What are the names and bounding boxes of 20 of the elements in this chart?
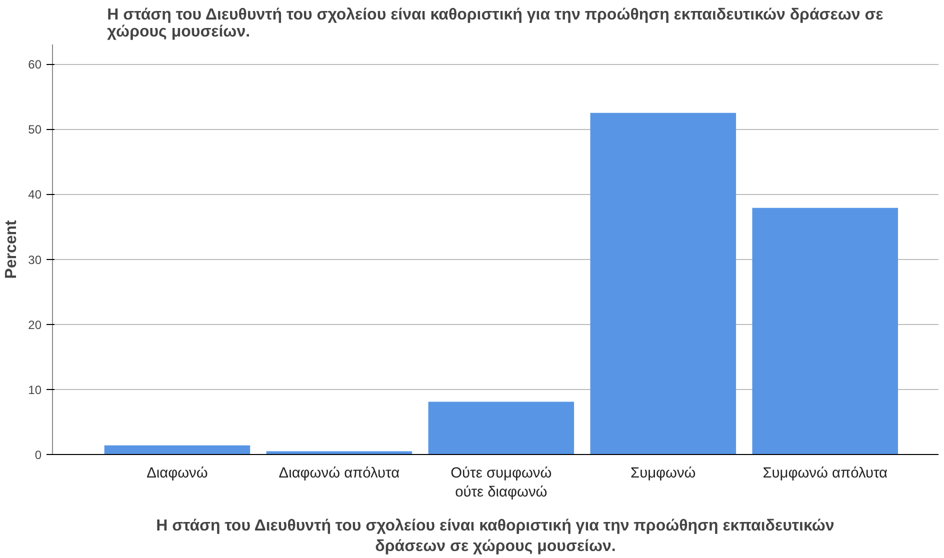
x-tick-label: Συμφωνώ xyxy=(630,466,696,482)
x-tick-label: Διαφωνώ απόλυτα xyxy=(278,466,400,482)
x-tick-label: Διαφωνώ xyxy=(146,466,208,482)
y-tick-label: 50 xyxy=(28,122,42,137)
y-tick-label: 10 xyxy=(28,382,42,397)
y-tick-label: 40 xyxy=(28,188,42,202)
x-tick-label: Ούτε συμφωνώ ούτε διαφωνώ xyxy=(450,466,552,501)
x-tick-label: Συμφωνώ απόλυτα xyxy=(762,466,888,482)
y-tick-label: 0 xyxy=(34,448,42,462)
y-tick-label: 30 xyxy=(28,252,42,267)
y-tick-label: 20 xyxy=(28,318,42,332)
bar xyxy=(590,112,736,454)
bar xyxy=(428,402,574,454)
chart-title: Η στάση του Διευθυντή του σχολείου είναι καθοριστική για την προώθηση εκπαιδευτικών δράσεων σε χώρους μουσείων. xyxy=(107,6,884,40)
bar xyxy=(266,451,412,454)
x-axis-title: Η στάση του Διευθυντή του σχολείου είναι καθοριστική για την προώθηση εκπαιδευτικών δράσεων σε χώρους μουσείων. xyxy=(156,518,834,556)
y-tick-label: 60 xyxy=(28,58,42,72)
y-axis-title: Percent xyxy=(3,219,20,279)
bar xyxy=(104,445,250,454)
bar xyxy=(752,208,898,454)
